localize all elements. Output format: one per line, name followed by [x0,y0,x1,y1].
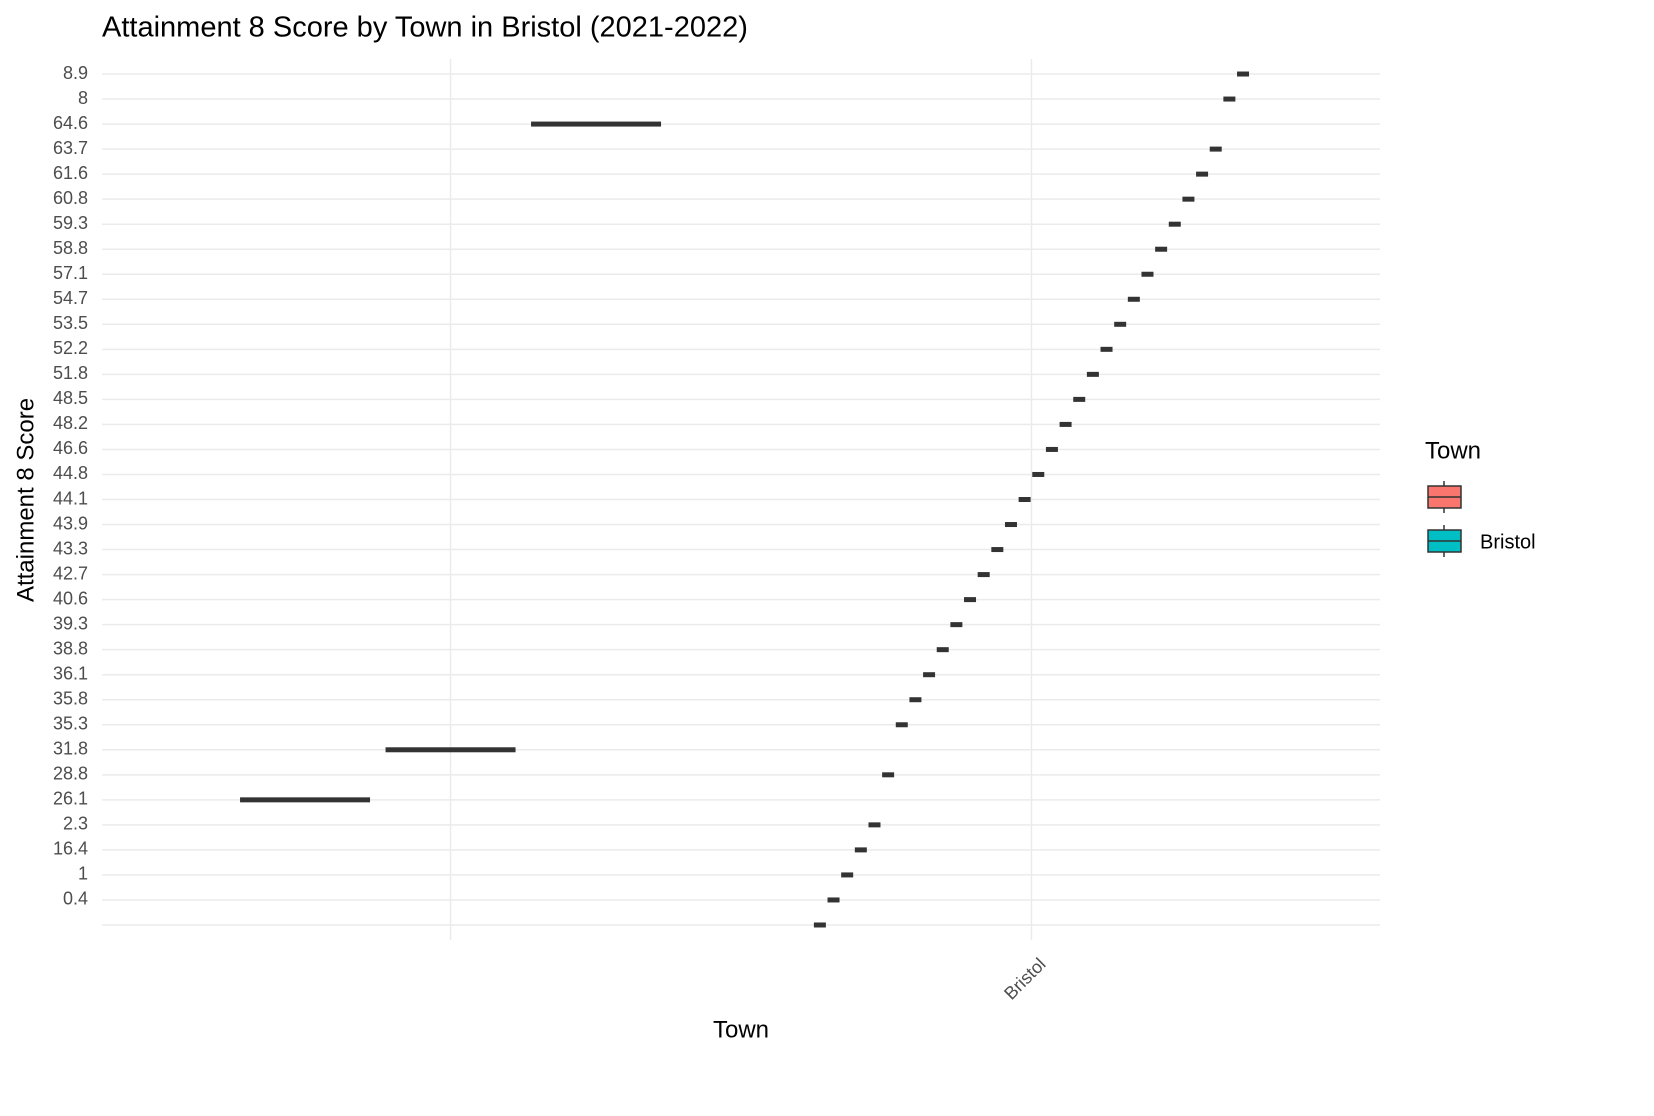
y-tick-label: 35.8 [53,688,88,708]
box-median [868,822,881,828]
y-tick-label: 43.3 [53,538,88,558]
box-median [1086,371,1099,377]
y-tick-label: 44.1 [53,488,88,508]
y-tick-label: 38.8 [53,638,88,658]
y-tick-label: 59.3 [53,213,88,233]
y-tick-label: 0.4 [63,889,88,909]
box-median [1182,196,1195,202]
box-median [882,772,895,778]
y-tick-label: 43.9 [53,513,88,533]
box-median [1100,346,1113,352]
chart-title: Attainment 8 Score by Town in Bristol (2… [102,12,748,44]
box-median [1073,396,1086,402]
box-median [1196,171,1209,177]
box-median [1127,296,1140,302]
box-median [1209,146,1222,152]
box-median [1059,421,1072,427]
box-median [1223,96,1236,102]
y-tick-label: 35.3 [53,714,88,734]
box-median [1141,271,1154,277]
y-tick-label: 40.6 [53,588,88,608]
box-median [977,572,990,578]
y-axis-title: Attainment 8 Score [12,398,39,602]
y-tick-label: 28.8 [53,764,88,784]
legend-title: Town [1425,437,1481,464]
box-median [1004,522,1017,528]
box-median [531,121,662,127]
y-tick-label: 51.8 [53,363,88,383]
box-median [854,847,867,853]
box-median [909,697,922,703]
x-axis-title: Town [713,1016,769,1043]
y-tick-label: 64.6 [53,113,88,133]
box-median [240,797,371,803]
y-tick-label: 54.7 [53,288,88,308]
box-median [1155,246,1168,252]
y-tick-label: 16.4 [53,839,88,859]
y-tick-label: 48.5 [53,388,88,408]
box-median [964,597,977,603]
box-median [895,722,908,728]
y-tick-label: 26.1 [53,789,88,809]
y-tick-label: 48.2 [53,413,88,433]
box-median [1032,471,1045,477]
y-tick-label: 1 [78,864,88,884]
y-tick-label: 2.3 [63,814,88,834]
box-median [1018,497,1031,502]
box-median [385,747,516,753]
box-median [923,672,936,678]
box-median [950,622,963,628]
box-median [1237,71,1250,77]
box-median [827,897,840,903]
y-tick-label: 42.7 [53,563,88,583]
y-tick-label: 39.3 [53,613,88,633]
legend-label: Bristol [1480,531,1536,553]
y-tick-label: 52.2 [53,338,88,358]
box-median [1114,321,1127,327]
y-tick-label: 58.8 [53,238,88,258]
y-tick-label: 60.8 [53,188,88,208]
box-median [991,547,1004,553]
y-tick-label: 46.6 [53,438,88,458]
y-tick-label: 8 [78,88,88,108]
y-tick-label: 57.1 [53,263,88,283]
box-median [813,922,826,928]
box-median [936,647,949,653]
y-tick-label: 8.9 [63,63,88,83]
y-tick-label: 36.1 [53,663,88,683]
y-tick-label: 63.7 [53,138,88,158]
box-median [841,872,854,878]
y-tick-label: 61.6 [53,163,88,183]
y-tick-label: 53.5 [53,313,88,333]
box-median [1045,446,1058,452]
y-tick-label: 31.8 [53,739,88,759]
y-tick-label: 44.8 [53,463,88,483]
box-median [1168,221,1181,227]
